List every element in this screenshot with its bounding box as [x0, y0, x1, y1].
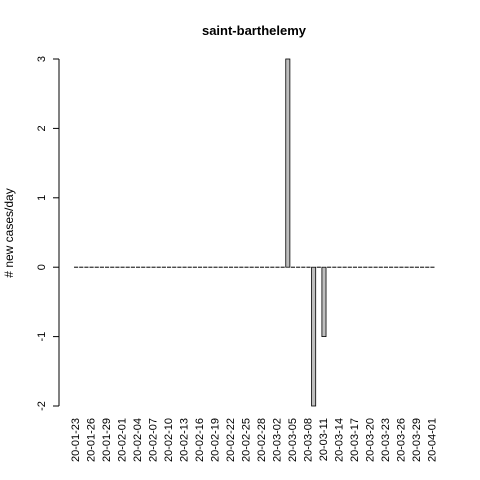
x-tick-label: 20-02-25: [240, 418, 252, 462]
x-tick-label: 20-02-04: [132, 418, 144, 462]
x-tick-label: 20-03-11: [318, 418, 330, 461]
y-tick-label: 2: [36, 125, 48, 131]
x-tick-label: 20-04-01: [426, 418, 438, 462]
bar-20-03-09: [311, 266, 317, 407]
bar-20-03-04: [285, 58, 291, 268]
x-tick-label: 20-03-08: [302, 418, 314, 462]
x-tick-label: 20-02-28: [256, 418, 268, 462]
y-tick-label: -1: [36, 332, 48, 342]
x-tick-label: 20-03-29: [411, 418, 423, 462]
x-tick-label: 20-02-22: [225, 418, 237, 462]
x-tick-label: 20-02-07: [147, 418, 159, 462]
bars-group: [74, 58, 435, 407]
x-tick-label: 20-01-23: [70, 418, 82, 462]
y-tick-label: -2: [36, 401, 48, 411]
y-axis-label: # new cases/day: [2, 188, 16, 277]
x-tick-label: 20-01-29: [101, 418, 113, 462]
x-tick-label: 20-02-13: [178, 418, 190, 462]
x-tick-label: 20-01-26: [85, 418, 97, 462]
y-tick-label: 1: [36, 195, 48, 201]
x-tick-label: 20-03-05: [287, 418, 299, 462]
x-tick-label: 20-02-19: [209, 418, 221, 462]
x-tick-label: 20-02-01: [116, 418, 128, 462]
x-tick-label: 20-03-20: [364, 418, 376, 462]
bar-20-03-11: [321, 266, 327, 338]
x-tick-label: 20-02-16: [194, 418, 206, 462]
y-axis: -2 -1 0 1 2 3: [36, 56, 60, 411]
x-tick-label: 20-03-02: [271, 418, 283, 462]
x-tick-label: 20-03-14: [333, 418, 345, 462]
chart-title: saint-barthelemy: [202, 23, 307, 38]
x-tick-label: 20-02-10: [163, 418, 175, 462]
y-tick-label: 3: [36, 56, 48, 62]
x-tick-label: 20-03-23: [380, 418, 392, 462]
y-tick-label: 0: [36, 264, 48, 270]
x-tick-label: 20-03-17: [349, 418, 361, 462]
x-axis-tick-labels: 20-01-23 20-01-26 20-01-29 20-02-01 20-02-04…: [70, 418, 438, 462]
x-tick-label: 20-03-26: [395, 418, 407, 462]
